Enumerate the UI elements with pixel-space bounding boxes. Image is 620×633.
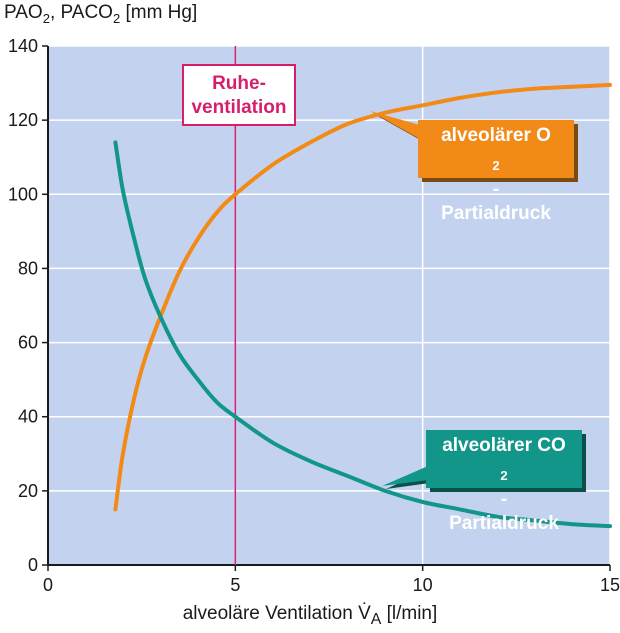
y-tick-label-60: 60 <box>18 333 38 353</box>
reference-label-line1: Ruhe- <box>212 73 266 94</box>
reference-label-line2: ventilation <box>191 97 287 118</box>
x-tick-label-15: 15 <box>600 575 620 595</box>
y-tick-label-80: 80 <box>18 258 38 278</box>
legend-co2: alveolärer CO 2- Partialdruck <box>426 430 582 534</box>
legend-co2-line2: Partialdruck <box>449 512 559 534</box>
series-line-co2 <box>113 140 612 529</box>
y-tick-label-120: 120 <box>8 110 38 130</box>
x-tick-label-10: 10 <box>413 575 433 595</box>
y-tick-label-0: 0 <box>28 555 38 575</box>
y-tick-label-20: 20 <box>18 481 38 501</box>
x-axis-label: alveoläre Ventilation V̇A [l/min] <box>182 603 438 628</box>
reference-line-label: Ruhe- ventilation <box>182 64 296 126</box>
legend-o2-pointer <box>370 111 420 139</box>
y-tick-label-140: 140 <box>8 36 38 56</box>
legend-o2-line2: Partialdruck <box>441 202 551 224</box>
legend-co2-line1: alveolärer CO 2- <box>442 435 566 510</box>
y-tick-label-100: 100 <box>8 184 38 204</box>
x-tick-label-5: 5 <box>230 575 240 595</box>
y-axis-label: PAO2, PACO2 [mm Hg] <box>4 2 198 26</box>
legend-o2-pointer-shadow <box>374 114 424 142</box>
x-tick-label-0: 0 <box>43 575 53 595</box>
y-tick-label-40: 40 <box>18 407 38 427</box>
series-line-o2 <box>113 82 612 512</box>
legend-co2-pointer <box>382 466 428 486</box>
